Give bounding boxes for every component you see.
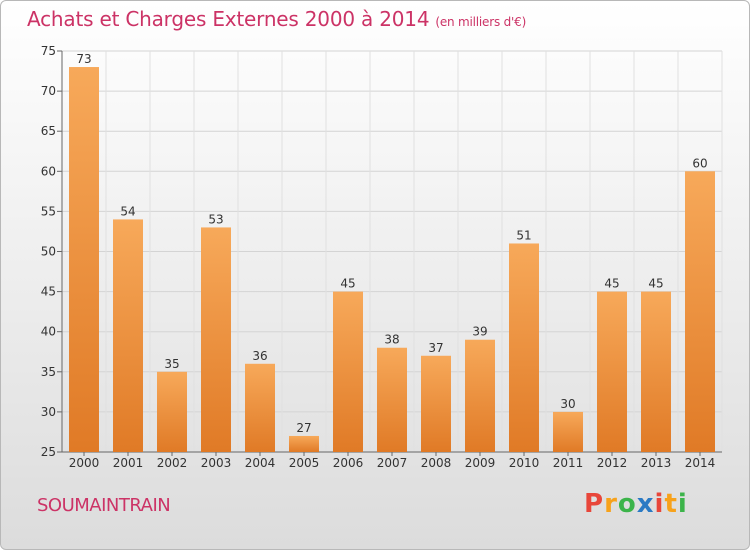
bar-2008 (421, 355, 451, 452)
bar-2004 (245, 363, 275, 452)
bars: 73 54 35 53 36 27 45 38 37 39 51 30 45 45 60 (69, 52, 715, 453)
bar-2010 (509, 243, 539, 452)
logo-letter: r (604, 489, 618, 519)
x-tick-label: 2001 (113, 456, 144, 470)
data-label: 36 (252, 349, 267, 363)
proxiti-logo: Proxiti (584, 489, 688, 519)
bar-2012 (597, 291, 627, 452)
chart-title-text: Achats et Charges Externes 2000 à 2014 (27, 7, 430, 31)
y-tick-label: 50 (41, 245, 56, 259)
place-name: SOUMAINTRAIN (37, 495, 171, 516)
bar-2009 (465, 339, 495, 452)
data-label: 30 (560, 397, 575, 411)
data-label: 53 (208, 212, 223, 226)
x-tick-label: 2014 (685, 456, 716, 470)
x-tick-label: 2003 (201, 456, 232, 470)
x-tick-label: 2013 (641, 456, 672, 470)
logo-letter: t (664, 489, 678, 519)
x-tick-label: 2000 (69, 456, 100, 470)
x-tick-label: 2010 (509, 456, 540, 470)
x-tick-label: 2007 (377, 456, 408, 470)
data-label: 51 (516, 228, 531, 242)
x-tick-label: 2009 (465, 456, 496, 470)
data-label: 73 (76, 52, 91, 66)
data-label: 54 (120, 204, 135, 218)
x-tick-label: 2002 (157, 456, 188, 470)
data-label: 39 (472, 325, 487, 339)
y-tick-label: 75 (41, 44, 56, 58)
y-tick-label: 25 (41, 445, 56, 459)
data-label: 45 (648, 277, 663, 291)
data-label: 45 (340, 277, 355, 291)
data-label: 38 (384, 333, 399, 347)
y-tick-label: 55 (41, 204, 56, 218)
y-tick-label: 40 (41, 325, 56, 339)
y-tick-label: 35 (41, 365, 56, 379)
y-tick-label: 60 (41, 164, 56, 178)
bar-2013 (641, 291, 671, 452)
bar-2014 (685, 171, 715, 453)
y-tick-label: 45 (41, 285, 56, 299)
y-tick-label: 65 (41, 124, 56, 138)
x-tick-label: 2008 (421, 456, 452, 470)
x-tick-label: 2006 (333, 456, 364, 470)
logo-letter: o (617, 489, 637, 519)
data-label: 27 (296, 421, 311, 435)
axis: 25 30 35 40 45 50 55 60 65 70 75 2000 2001 2002 2003 20… (41, 44, 722, 470)
x-tick-label: 2012 (597, 456, 628, 470)
bar-2011 (553, 411, 583, 452)
data-label: 35 (164, 357, 179, 371)
logo-letter: i (677, 489, 688, 519)
chart-unit: (en milliers d'€) (435, 15, 527, 29)
bar-2006 (333, 291, 363, 452)
x-tick-label: 2011 (553, 456, 584, 470)
data-label: 45 (604, 277, 619, 291)
bar-2002 (157, 371, 187, 452)
y-tick-label: 70 (41, 84, 56, 98)
data-label: 37 (428, 341, 443, 355)
x-tick-label: 2004 (245, 456, 276, 470)
x-tick-label: 2005 (289, 456, 320, 470)
data-label: 60 (692, 156, 707, 170)
bar-2005 (289, 435, 319, 452)
logo-letter: x (636, 489, 655, 519)
y-tick-label: 30 (41, 405, 56, 419)
logo-letter: P (584, 489, 605, 519)
chart-title: Achats et Charges Externes 2000 à 2014 (e… (27, 7, 526, 31)
bar-2001 (113, 219, 143, 452)
bar-2003 (201, 227, 231, 452)
bar-2007 (377, 347, 407, 452)
bar-2000 (69, 67, 99, 452)
logo-letter: i (654, 489, 665, 519)
